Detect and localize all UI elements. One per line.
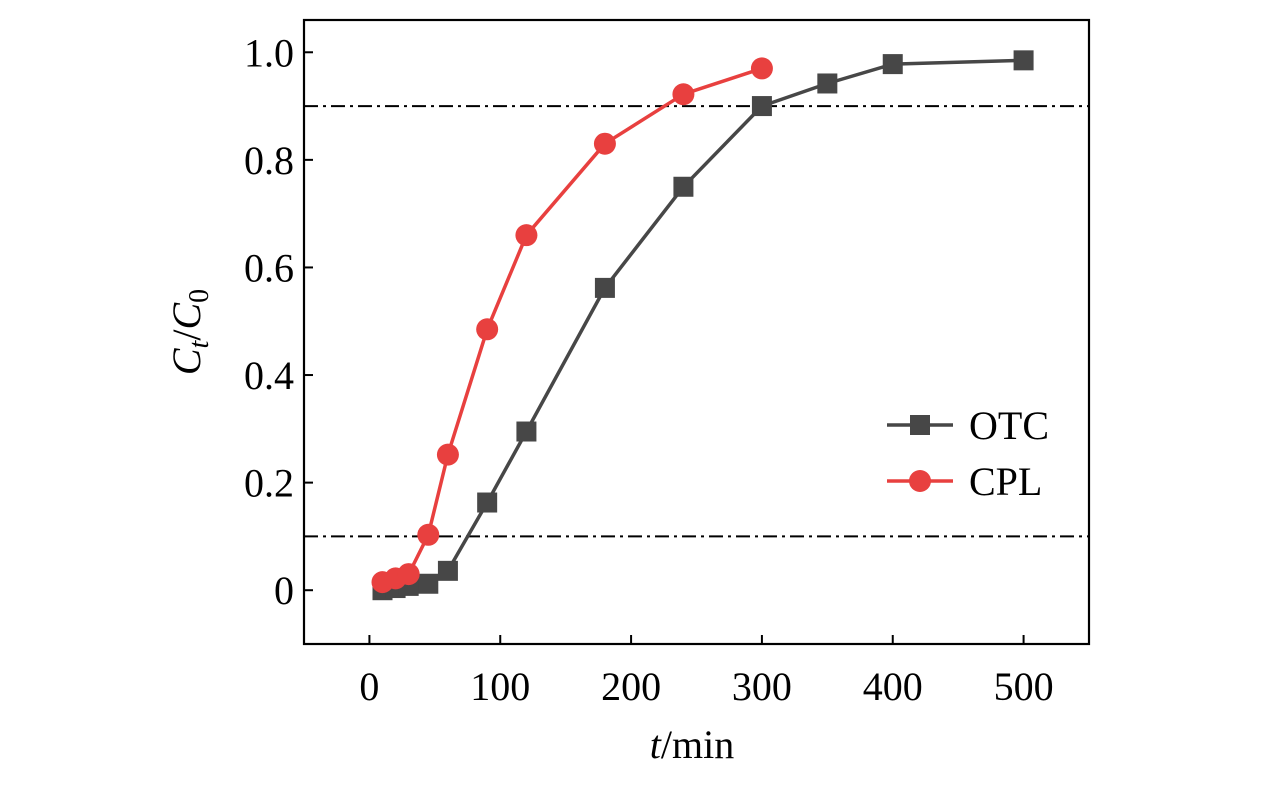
data-point-cpl	[750, 57, 773, 80]
data-point-cpl	[672, 83, 695, 106]
legend-label-otc: OTC	[969, 403, 1049, 448]
series-line-cpl	[382, 66, 763, 584]
data-point-otc	[751, 96, 772, 117]
data-point-otc	[437, 560, 458, 581]
y-tick-label: 1.0	[244, 30, 294, 75]
axis-ticks: 0 100 200 300 400 500 0 0.2 0.4 0.6 0.8 1.0	[244, 30, 1054, 709]
data-point-cpl	[436, 443, 459, 466]
x-label-rest: /min	[661, 722, 734, 767]
x-tick-label: 200	[601, 664, 661, 709]
y-label-sub1: t	[184, 339, 215, 348]
x-label-italic: t	[650, 722, 662, 767]
x-tick-label: 100	[470, 664, 530, 709]
data-point-otc	[1013, 50, 1034, 71]
data-point-otc	[673, 176, 694, 197]
x-tick-label: 400	[863, 664, 923, 709]
data-point-otc	[418, 573, 439, 594]
x-tick-label: 300	[732, 664, 792, 709]
y-tick-label: 0.4	[244, 353, 294, 398]
data-point-cpl	[417, 523, 440, 546]
legend-marker-cpl	[909, 470, 931, 492]
plot-frame	[302, 18, 1091, 646]
y-tick-label: 0.6	[244, 245, 294, 290]
legend: OTC CPL	[887, 403, 1049, 504]
data-point-otc	[882, 54, 903, 75]
y-tick-label: 0.2	[244, 461, 294, 506]
data-point-otc	[817, 73, 838, 94]
series-otc	[372, 50, 1034, 601]
x-tick-label: 0	[359, 664, 379, 709]
series-cpl	[371, 57, 773, 594]
data-point-cpl	[515, 224, 538, 247]
x-tick-label: 500	[994, 664, 1054, 709]
legend-marker-otc	[910, 415, 930, 435]
legend-item-otc: OTC	[887, 403, 1049, 448]
series-layer	[371, 50, 1034, 601]
y-label-c2: C	[164, 302, 209, 330]
data-point-cpl	[593, 132, 616, 155]
legend-item-cpl: CPL	[887, 459, 1042, 504]
y-axis-title: Ct/C0	[164, 289, 215, 375]
data-point-cpl	[476, 318, 499, 341]
x-axis-title: t/min	[650, 722, 734, 767]
data-point-otc	[594, 277, 615, 298]
data-point-otc	[477, 492, 498, 513]
y-tick-label: 0	[274, 568, 294, 613]
y-label-slash: /	[164, 329, 209, 341]
legend-label-cpl: CPL	[969, 459, 1042, 504]
y-label-c1: C	[164, 347, 209, 375]
y-label-sub2: 0	[184, 289, 215, 303]
reference-lines	[304, 105, 1089, 538]
y-tick-label: 0.8	[244, 138, 294, 183]
data-point-otc	[516, 421, 537, 442]
data-point-cpl	[397, 563, 420, 586]
